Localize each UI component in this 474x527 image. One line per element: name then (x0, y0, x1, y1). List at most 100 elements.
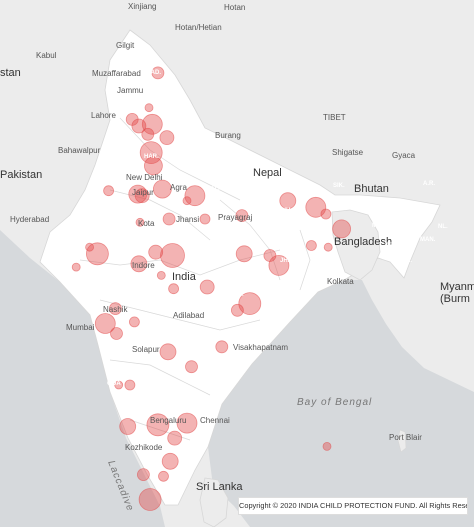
case-marker[interactable] (109, 302, 122, 316)
case-marker[interactable] (159, 343, 177, 361)
case-marker[interactable] (146, 413, 170, 437)
case-marker[interactable] (199, 213, 211, 225)
state-guj: GUJ. (69, 252, 83, 258)
case-marker[interactable] (332, 219, 352, 239)
bay-of-bengal (208, 280, 474, 527)
state-nl: NL. (438, 224, 448, 230)
case-marker[interactable] (176, 412, 198, 434)
label-bahawalpur: Bahawalpur (58, 146, 101, 155)
state-har: HAR. (144, 154, 159, 160)
case-marker[interactable] (238, 292, 262, 316)
label-solapur: Solapur (132, 345, 160, 354)
case-marker[interactable] (94, 313, 116, 334)
state-utt: UTT. (183, 146, 196, 152)
label-prayagraj: Prayagraj (218, 213, 252, 222)
label-agra: Agra (170, 183, 187, 192)
case-marker[interactable] (85, 242, 94, 252)
case-marker[interactable] (128, 184, 148, 204)
label-gilgit: Gilgit (116, 41, 135, 50)
state-tri: TRI. (385, 243, 397, 249)
state-kar: KAR. (140, 399, 155, 405)
label-tibet: TIBET (323, 113, 346, 122)
case-marker[interactable] (143, 156, 163, 176)
case-marker[interactable] (320, 208, 332, 220)
case-marker[interactable] (110, 327, 123, 340)
case-marker[interactable] (103, 185, 114, 197)
case-marker[interactable] (114, 380, 124, 390)
case-marker[interactable] (263, 249, 277, 262)
label-chennai: Chennai (200, 416, 230, 425)
case-marker[interactable] (161, 452, 179, 470)
state-wb: W.B. (313, 251, 326, 257)
case-marker[interactable] (167, 430, 183, 446)
label-muzaffarabad: Muzaffarabad (92, 69, 141, 78)
case-marker[interactable] (148, 244, 164, 260)
case-marker[interactable] (141, 127, 155, 141)
state-mah: MAH. (144, 316, 160, 322)
label-nepal: Nepal (253, 167, 282, 179)
label-kota: Kota (138, 219, 155, 228)
case-marker[interactable] (235, 245, 253, 263)
label-hotan: Hotan (224, 3, 245, 12)
case-marker[interactable] (156, 270, 166, 280)
label-india: India (172, 271, 197, 283)
case-marker[interactable] (71, 262, 81, 272)
case-marker[interactable] (119, 418, 137, 435)
label-myanmar: Myanm (440, 281, 474, 293)
state-ladakh: LAD. (147, 70, 161, 76)
label-nashik: Nashik (103, 305, 128, 314)
case-marker[interactable] (151, 66, 165, 80)
case-marker[interactable] (136, 468, 150, 482)
case-marker[interactable] (199, 279, 215, 295)
case-marker[interactable] (141, 113, 163, 135)
case-marker[interactable] (279, 192, 297, 210)
india-landmass (39, 29, 441, 506)
case-marker[interactable] (152, 179, 172, 199)
label-bay-of-bengal: Bay of Bengal (297, 397, 372, 408)
label-kolkata: Kolkata (327, 277, 354, 286)
label-mumbai: Mumbai (66, 323, 95, 332)
case-marker[interactable] (134, 188, 150, 204)
case-marker[interactable] (124, 379, 136, 391)
case-marker[interactable] (159, 130, 175, 146)
case-marker[interactable] (158, 470, 169, 482)
case-marker[interactable] (322, 441, 332, 451)
case-marker[interactable] (185, 360, 198, 374)
case-marker[interactable] (135, 217, 145, 227)
case-marker[interactable] (162, 212, 176, 226)
label-bhutan: Bhutan (354, 183, 389, 195)
case-marker[interactable] (323, 242, 333, 252)
label-indore: Indore (132, 261, 155, 270)
state-odi: ODI. (268, 316, 281, 322)
case-marker[interactable] (168, 283, 180, 295)
state-ar: A.R. (423, 181, 435, 187)
state-raj: RAJ. (95, 208, 109, 214)
case-marker[interactable] (184, 185, 206, 207)
state-meg: MEG. (372, 223, 388, 229)
case-marker[interactable] (86, 242, 109, 266)
label-gyaca: Gyaca (392, 151, 416, 160)
case-marker[interactable] (138, 488, 162, 511)
state-mp: M.P. (185, 236, 197, 242)
label-burma: (Burm (440, 293, 470, 305)
case-marker[interactable] (230, 303, 244, 317)
case-marker[interactable] (139, 141, 163, 165)
case-marker[interactable] (128, 316, 140, 328)
bangladesh-territory (331, 209, 381, 281)
case-marker[interactable] (215, 340, 229, 354)
label-adilabad: Adilabad (173, 311, 204, 320)
case-marker[interactable] (235, 209, 249, 223)
label-burang: Burang (215, 131, 241, 140)
case-marker[interactable] (182, 196, 192, 206)
case-marker[interactable] (305, 240, 317, 251)
case-marker[interactable] (144, 103, 154, 113)
state-tel: TEL. (186, 331, 199, 337)
marker-layer (71, 66, 352, 511)
case-marker[interactable] (130, 255, 148, 273)
state-ap: A.P. (205, 371, 216, 377)
case-marker[interactable] (160, 243, 185, 268)
state-pun: PUN. (121, 134, 136, 140)
label-hyderabad-pk: Hyderabad (10, 215, 49, 224)
